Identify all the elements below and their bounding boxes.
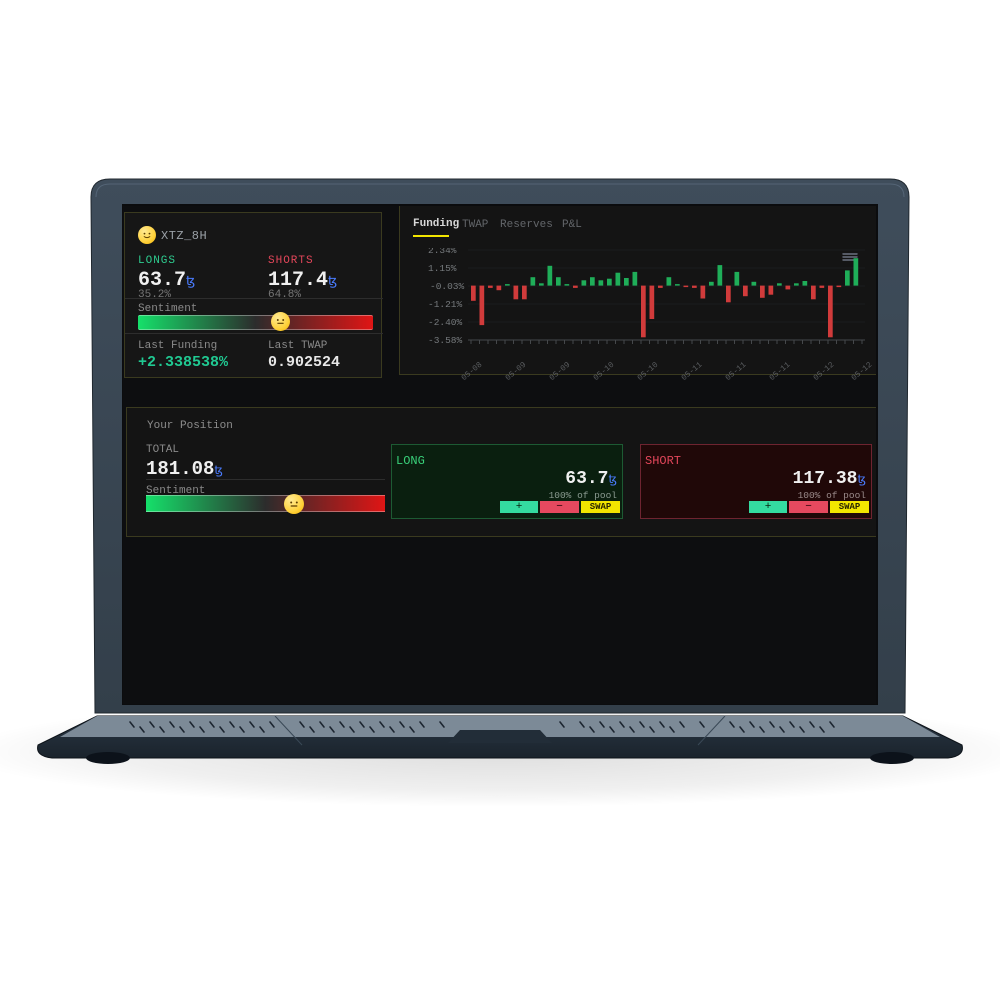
svg-text:-2.40%: -2.40% [428, 317, 463, 328]
svg-text:-3.58%: -3.58% [428, 335, 463, 346]
svg-text:2.34%: 2.34% [428, 248, 457, 256]
svg-text:1.15%: 1.15% [428, 263, 457, 274]
svg-text:-1.21%: -1.21% [428, 299, 463, 310]
svg-text:-0.03%: -0.03% [430, 281, 465, 292]
